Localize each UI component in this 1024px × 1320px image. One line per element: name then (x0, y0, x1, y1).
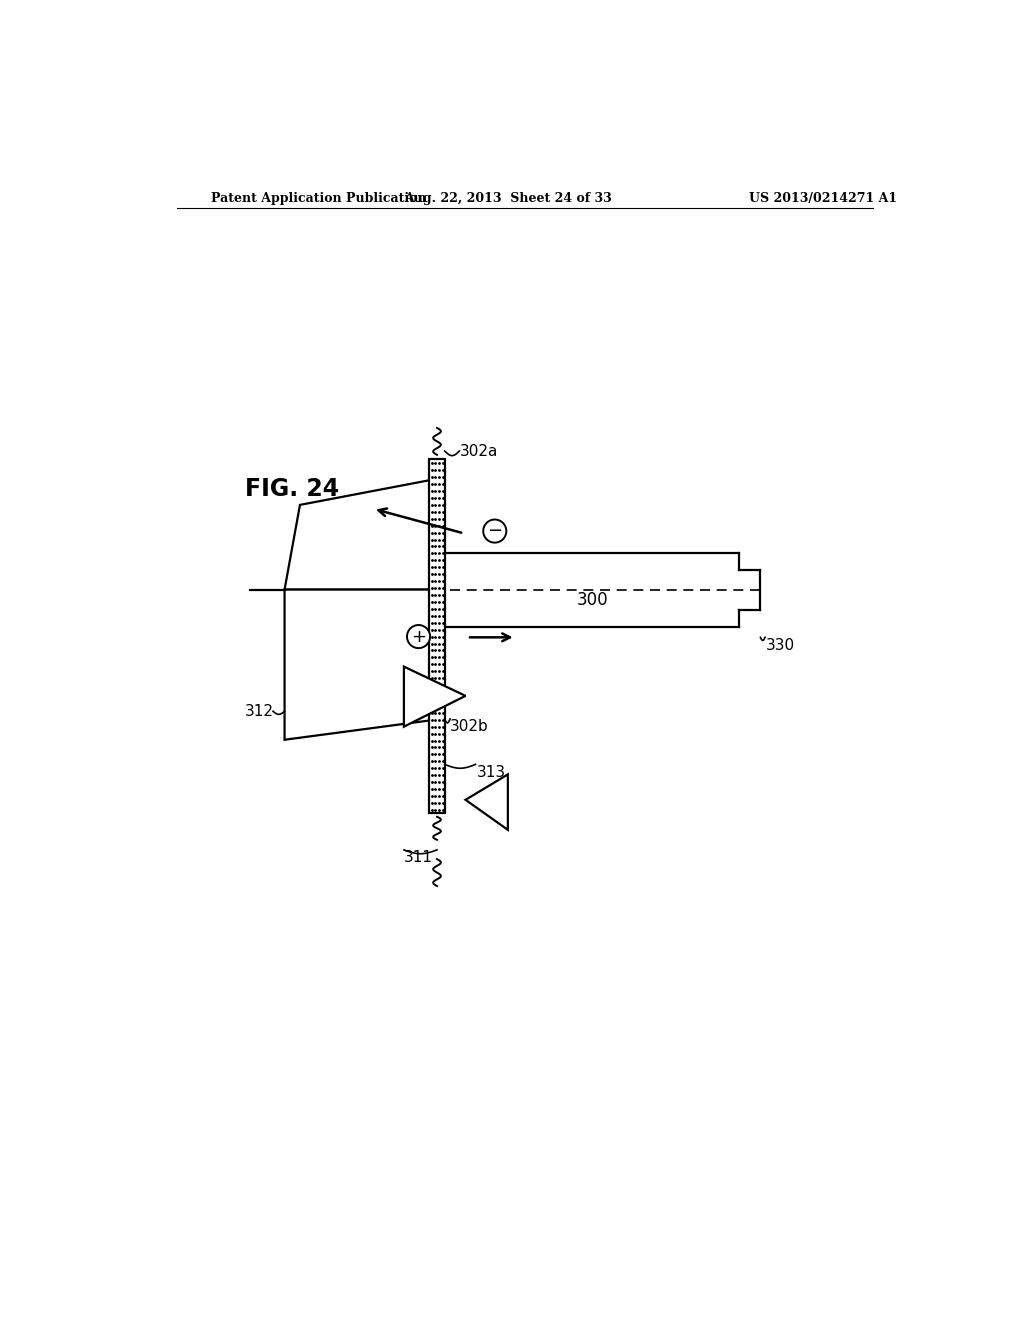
Text: 300: 300 (578, 590, 609, 609)
Text: 311: 311 (403, 850, 433, 865)
Text: 313: 313 (477, 764, 506, 780)
Text: FIG. 24: FIG. 24 (245, 478, 339, 502)
Circle shape (483, 520, 506, 543)
Polygon shape (285, 480, 429, 590)
Polygon shape (403, 667, 466, 726)
Circle shape (407, 626, 430, 648)
Text: Aug. 22, 2013  Sheet 24 of 33: Aug. 22, 2013 Sheet 24 of 33 (404, 191, 611, 205)
Text: 330: 330 (766, 638, 795, 652)
Text: +: + (411, 627, 426, 645)
Text: 302b: 302b (451, 719, 488, 734)
Text: 302a: 302a (460, 444, 499, 458)
Text: Patent Application Publication: Patent Application Publication (211, 191, 427, 205)
Text: −: − (487, 523, 503, 540)
Text: US 2013/0214271 A1: US 2013/0214271 A1 (750, 191, 898, 205)
Text: 310: 310 (300, 527, 332, 545)
Polygon shape (466, 775, 508, 830)
Bar (429, 459, 444, 813)
Polygon shape (285, 590, 429, 739)
Text: 312: 312 (245, 704, 273, 719)
